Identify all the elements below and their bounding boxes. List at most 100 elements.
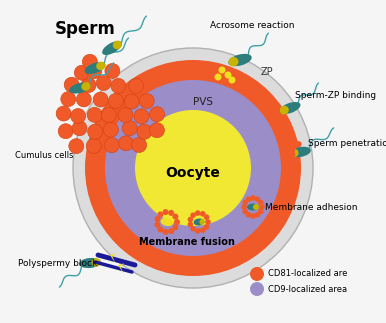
Text: Membrane adhesion: Membrane adhesion: [265, 203, 357, 213]
Circle shape: [157, 226, 163, 233]
Text: Membrane fusion: Membrane fusion: [139, 237, 235, 247]
Circle shape: [86, 138, 101, 153]
Circle shape: [204, 214, 209, 220]
Circle shape: [149, 123, 164, 138]
Circle shape: [104, 138, 119, 153]
Ellipse shape: [200, 219, 205, 225]
Ellipse shape: [279, 106, 289, 114]
Circle shape: [71, 109, 86, 123]
Circle shape: [103, 122, 119, 137]
Circle shape: [190, 213, 196, 218]
Circle shape: [87, 107, 102, 122]
Ellipse shape: [247, 203, 259, 211]
Circle shape: [64, 77, 79, 92]
Circle shape: [250, 267, 264, 281]
Text: Cumulus cells: Cumulus cells: [15, 151, 73, 160]
Circle shape: [195, 210, 200, 216]
Circle shape: [259, 204, 265, 210]
Circle shape: [96, 76, 111, 90]
Circle shape: [82, 54, 97, 69]
Circle shape: [258, 209, 264, 214]
Circle shape: [218, 67, 225, 74]
Text: Acrosome reaction: Acrosome reaction: [210, 21, 294, 30]
Circle shape: [246, 196, 251, 202]
Ellipse shape: [229, 57, 239, 67]
Ellipse shape: [91, 258, 101, 267]
Circle shape: [134, 109, 149, 124]
Circle shape: [69, 139, 84, 154]
Text: CD9-localized area: CD9-localized area: [268, 285, 347, 294]
Circle shape: [242, 200, 248, 205]
Circle shape: [105, 80, 281, 256]
Ellipse shape: [79, 258, 101, 268]
Circle shape: [174, 219, 180, 225]
Text: ZP: ZP: [261, 67, 274, 77]
Circle shape: [296, 141, 301, 147]
Circle shape: [72, 121, 87, 136]
Ellipse shape: [161, 218, 173, 226]
Circle shape: [290, 145, 296, 151]
Text: CD81-localized are: CD81-localized are: [268, 269, 347, 278]
Text: Polyspermy block: Polyspermy block: [18, 258, 97, 267]
Circle shape: [250, 213, 256, 219]
Polygon shape: [118, 263, 124, 273]
Circle shape: [88, 124, 103, 139]
Circle shape: [58, 124, 73, 139]
Circle shape: [241, 204, 247, 210]
Circle shape: [229, 77, 235, 84]
Circle shape: [135, 110, 251, 226]
Ellipse shape: [81, 82, 91, 91]
Circle shape: [61, 92, 76, 107]
Circle shape: [154, 216, 161, 222]
Circle shape: [154, 222, 161, 228]
Circle shape: [205, 219, 211, 225]
Circle shape: [74, 65, 89, 80]
Text: PVS: PVS: [193, 97, 213, 107]
Circle shape: [173, 224, 178, 230]
Circle shape: [246, 212, 251, 218]
Circle shape: [118, 108, 133, 122]
Circle shape: [137, 124, 152, 139]
Polygon shape: [110, 253, 116, 263]
Circle shape: [119, 136, 134, 151]
Circle shape: [188, 217, 193, 222]
Ellipse shape: [279, 102, 300, 114]
Circle shape: [255, 212, 260, 218]
Circle shape: [105, 63, 120, 78]
Circle shape: [93, 92, 108, 107]
Ellipse shape: [69, 82, 91, 94]
Circle shape: [168, 228, 174, 234]
Ellipse shape: [289, 147, 311, 157]
Circle shape: [242, 209, 248, 214]
Circle shape: [76, 92, 91, 107]
Ellipse shape: [193, 218, 205, 225]
Circle shape: [289, 148, 295, 154]
Ellipse shape: [102, 41, 122, 55]
Text: Sperm: Sperm: [54, 20, 115, 38]
Ellipse shape: [290, 149, 298, 157]
Circle shape: [163, 209, 169, 215]
Circle shape: [195, 228, 200, 234]
Text: Sperm penetration: Sperm penetration: [308, 139, 386, 148]
Circle shape: [132, 138, 147, 152]
Circle shape: [204, 224, 209, 230]
Circle shape: [157, 212, 163, 217]
Ellipse shape: [113, 41, 122, 49]
Circle shape: [190, 226, 196, 232]
Circle shape: [173, 214, 178, 220]
Circle shape: [124, 94, 139, 109]
Circle shape: [250, 195, 256, 201]
Circle shape: [85, 60, 301, 276]
Circle shape: [101, 108, 116, 122]
Circle shape: [290, 152, 295, 158]
Circle shape: [255, 196, 260, 202]
Circle shape: [87, 64, 102, 79]
Circle shape: [149, 107, 164, 122]
Text: Oocyte: Oocyte: [166, 166, 220, 180]
Text: Sperm-ZP binding: Sperm-ZP binding: [295, 91, 376, 100]
Circle shape: [168, 210, 174, 216]
Circle shape: [56, 106, 71, 121]
Ellipse shape: [229, 54, 252, 66]
Circle shape: [108, 93, 124, 109]
Circle shape: [250, 282, 264, 296]
